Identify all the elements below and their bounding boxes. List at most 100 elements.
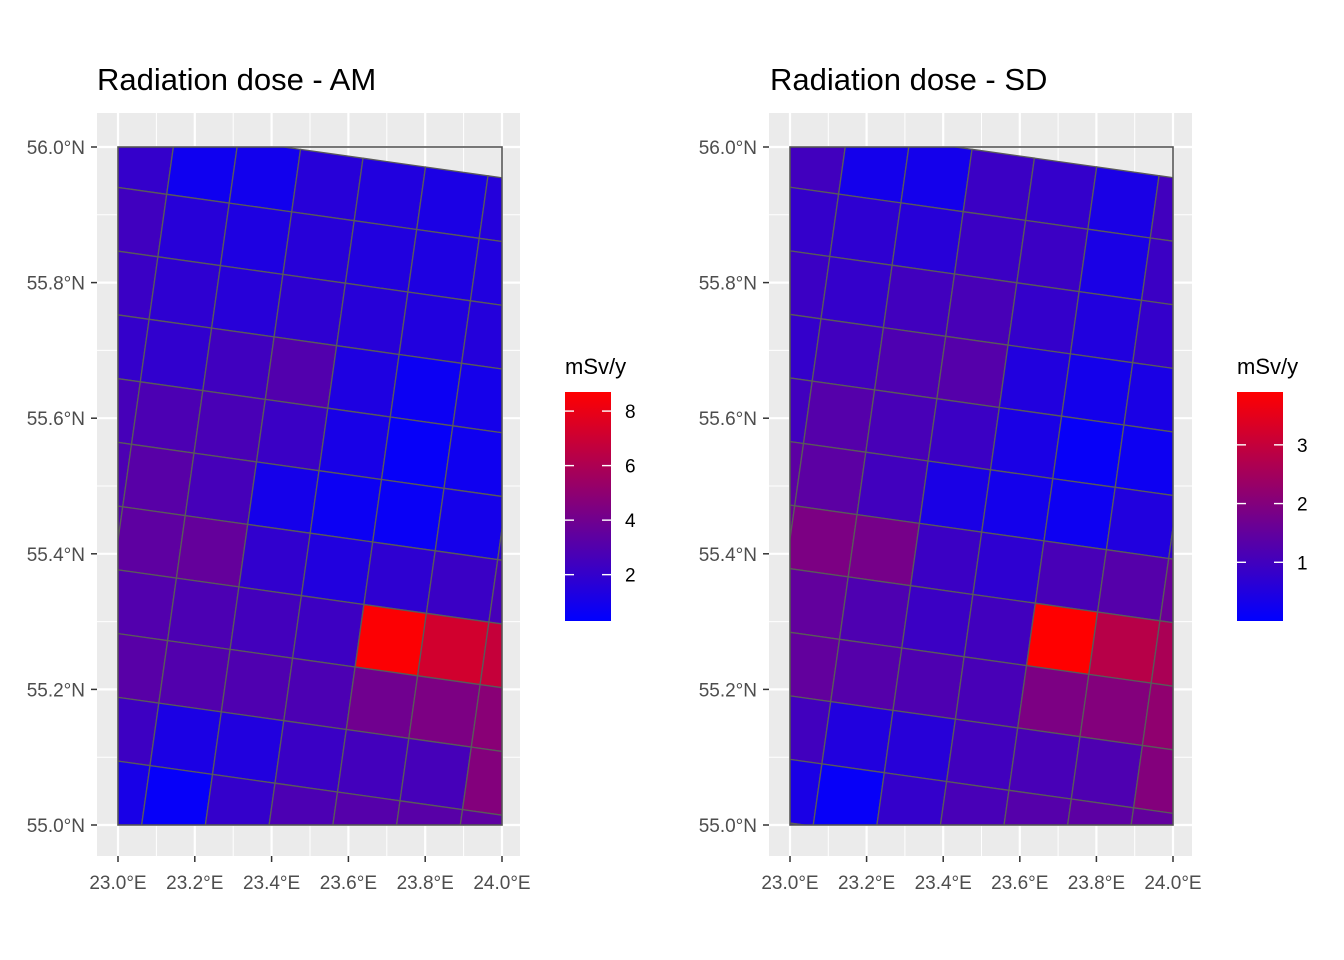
raster-cell: [434, 487, 502, 561]
x-tick-label: 23.4°E: [243, 873, 300, 894]
legend-tick-label: 2: [625, 566, 636, 587]
raster-cell: [1087, 166, 1160, 239]
raster-cell: [16, 748, 87, 819]
raster-cell: [139, 318, 213, 392]
raster-cell: [398, 291, 472, 365]
raster-cell: [936, 335, 1009, 409]
raster-cells: [790, 147, 1275, 825]
legend-colorbar: [565, 392, 611, 621]
legend-title: mSv/y: [565, 354, 626, 379]
raster-cell: [389, 353, 463, 427]
raster-cell: [1070, 735, 1144, 809]
raster-cell: [939, 780, 1010, 825]
chart-title: Radiation dose - AM: [97, 62, 376, 97]
raster-cell: [1140, 237, 1173, 306]
x-tick-label: 24.0°E: [1144, 873, 1201, 894]
raster-cell: [989, 406, 1063, 480]
y-tick-label: 55.2°N: [699, 680, 757, 701]
raster-cell: [211, 711, 285, 784]
raster-cell: [927, 397, 1001, 471]
raster-cell: [901, 584, 974, 658]
raster-cells: [16, 147, 613, 825]
raster-cell: [909, 522, 983, 596]
raster-cell: [891, 202, 964, 275]
raster-cell: [309, 469, 383, 543]
x-tick-label: 23.6°E: [320, 873, 377, 894]
raster-cell: [238, 523, 311, 597]
raster-cell: [1034, 540, 1108, 613]
raster-cell: [1043, 477, 1116, 551]
raster-cell: [345, 666, 419, 740]
raster-cell: [1007, 282, 1080, 355]
raster-cell: [1105, 486, 1173, 560]
raster-cell: [488, 558, 502, 625]
raster-cell: [121, 443, 195, 517]
raster-cell: [318, 407, 392, 481]
raster-cell: [1078, 228, 1152, 302]
legend-tick-label: 3: [1297, 436, 1308, 457]
raster-cell: [140, 764, 214, 825]
raster-cell: [478, 175, 502, 243]
y-tick-label: 55.8°N: [699, 274, 757, 295]
raster-cell: [274, 719, 348, 793]
raster-cell: [1025, 602, 1099, 676]
raster-cell: [876, 771, 948, 825]
raster-cell: [790, 505, 858, 578]
x-tick-label: 23.8°E: [1068, 873, 1125, 894]
raster-cell: [219, 202, 293, 276]
raster-cell: [246, 461, 320, 534]
raster-cell: [408, 675, 481, 748]
raster-cell: [790, 440, 805, 507]
raster-cell: [332, 791, 401, 825]
raster-cell: [335, 282, 409, 356]
raster-cell: [892, 647, 965, 720]
y-tick-label: 55.0°N: [27, 816, 85, 837]
raster-cell: [945, 718, 1019, 792]
raster-cell: [900, 147, 973, 213]
y-tick-label: 55.6°N: [27, 409, 85, 430]
raster-cell: [202, 327, 275, 401]
raster-cell: [793, 442, 867, 516]
raster-cell: [443, 425, 502, 498]
raster-cell: [1088, 611, 1161, 684]
raster-cell: [1204, 247, 1275, 318]
raster-cell: [1141, 682, 1173, 751]
raster-cell: [829, 638, 903, 712]
raster-cell: [204, 773, 276, 825]
raster-cell: [327, 344, 400, 418]
raster-cell: [130, 381, 204, 454]
raster-cell: [1003, 789, 1073, 825]
raster-cell: [283, 657, 356, 731]
y-tick-label: 55.2°N: [27, 680, 85, 701]
raster-cell: [847, 513, 921, 587]
x-tick-label: 23.2°E: [166, 873, 223, 894]
raster-cell: [1131, 299, 1173, 370]
raster-cell: [282, 211, 355, 284]
raster-cell: [962, 148, 1036, 222]
raster-cell: [118, 506, 186, 579]
raster-cell: [193, 389, 267, 463]
raster-cell: [496, 524, 502, 561]
raster-cell: [790, 758, 823, 825]
map-outline: [117, 146, 503, 826]
raster-cell: [1016, 664, 1090, 738]
raster-cell: [542, 185, 613, 256]
raster-cell: [395, 800, 464, 825]
raster-cell: [479, 621, 502, 689]
raster-cell: [1079, 673, 1152, 747]
raster-cell: [1069, 290, 1143, 364]
x-tick-label: 23.4°E: [915, 873, 972, 894]
y-tick-label: 55.4°N: [699, 545, 757, 566]
raster-cell: [972, 531, 1045, 604]
raster-cell: [255, 398, 329, 472]
raster-cell: [175, 514, 249, 588]
chart-title: Radiation dose - SD: [770, 62, 1047, 97]
raster-cell: [220, 648, 294, 722]
raster-cell: [812, 763, 886, 825]
chart-panel-1: Radiation dose - AM 23.0°E 23.2°E 23.4°E 23.…: [16, 62, 636, 894]
raster-cell: [149, 702, 223, 776]
raster-cell: [461, 746, 502, 816]
y-tick-label: 55.0°N: [699, 816, 757, 837]
raster-cell: [470, 683, 502, 753]
